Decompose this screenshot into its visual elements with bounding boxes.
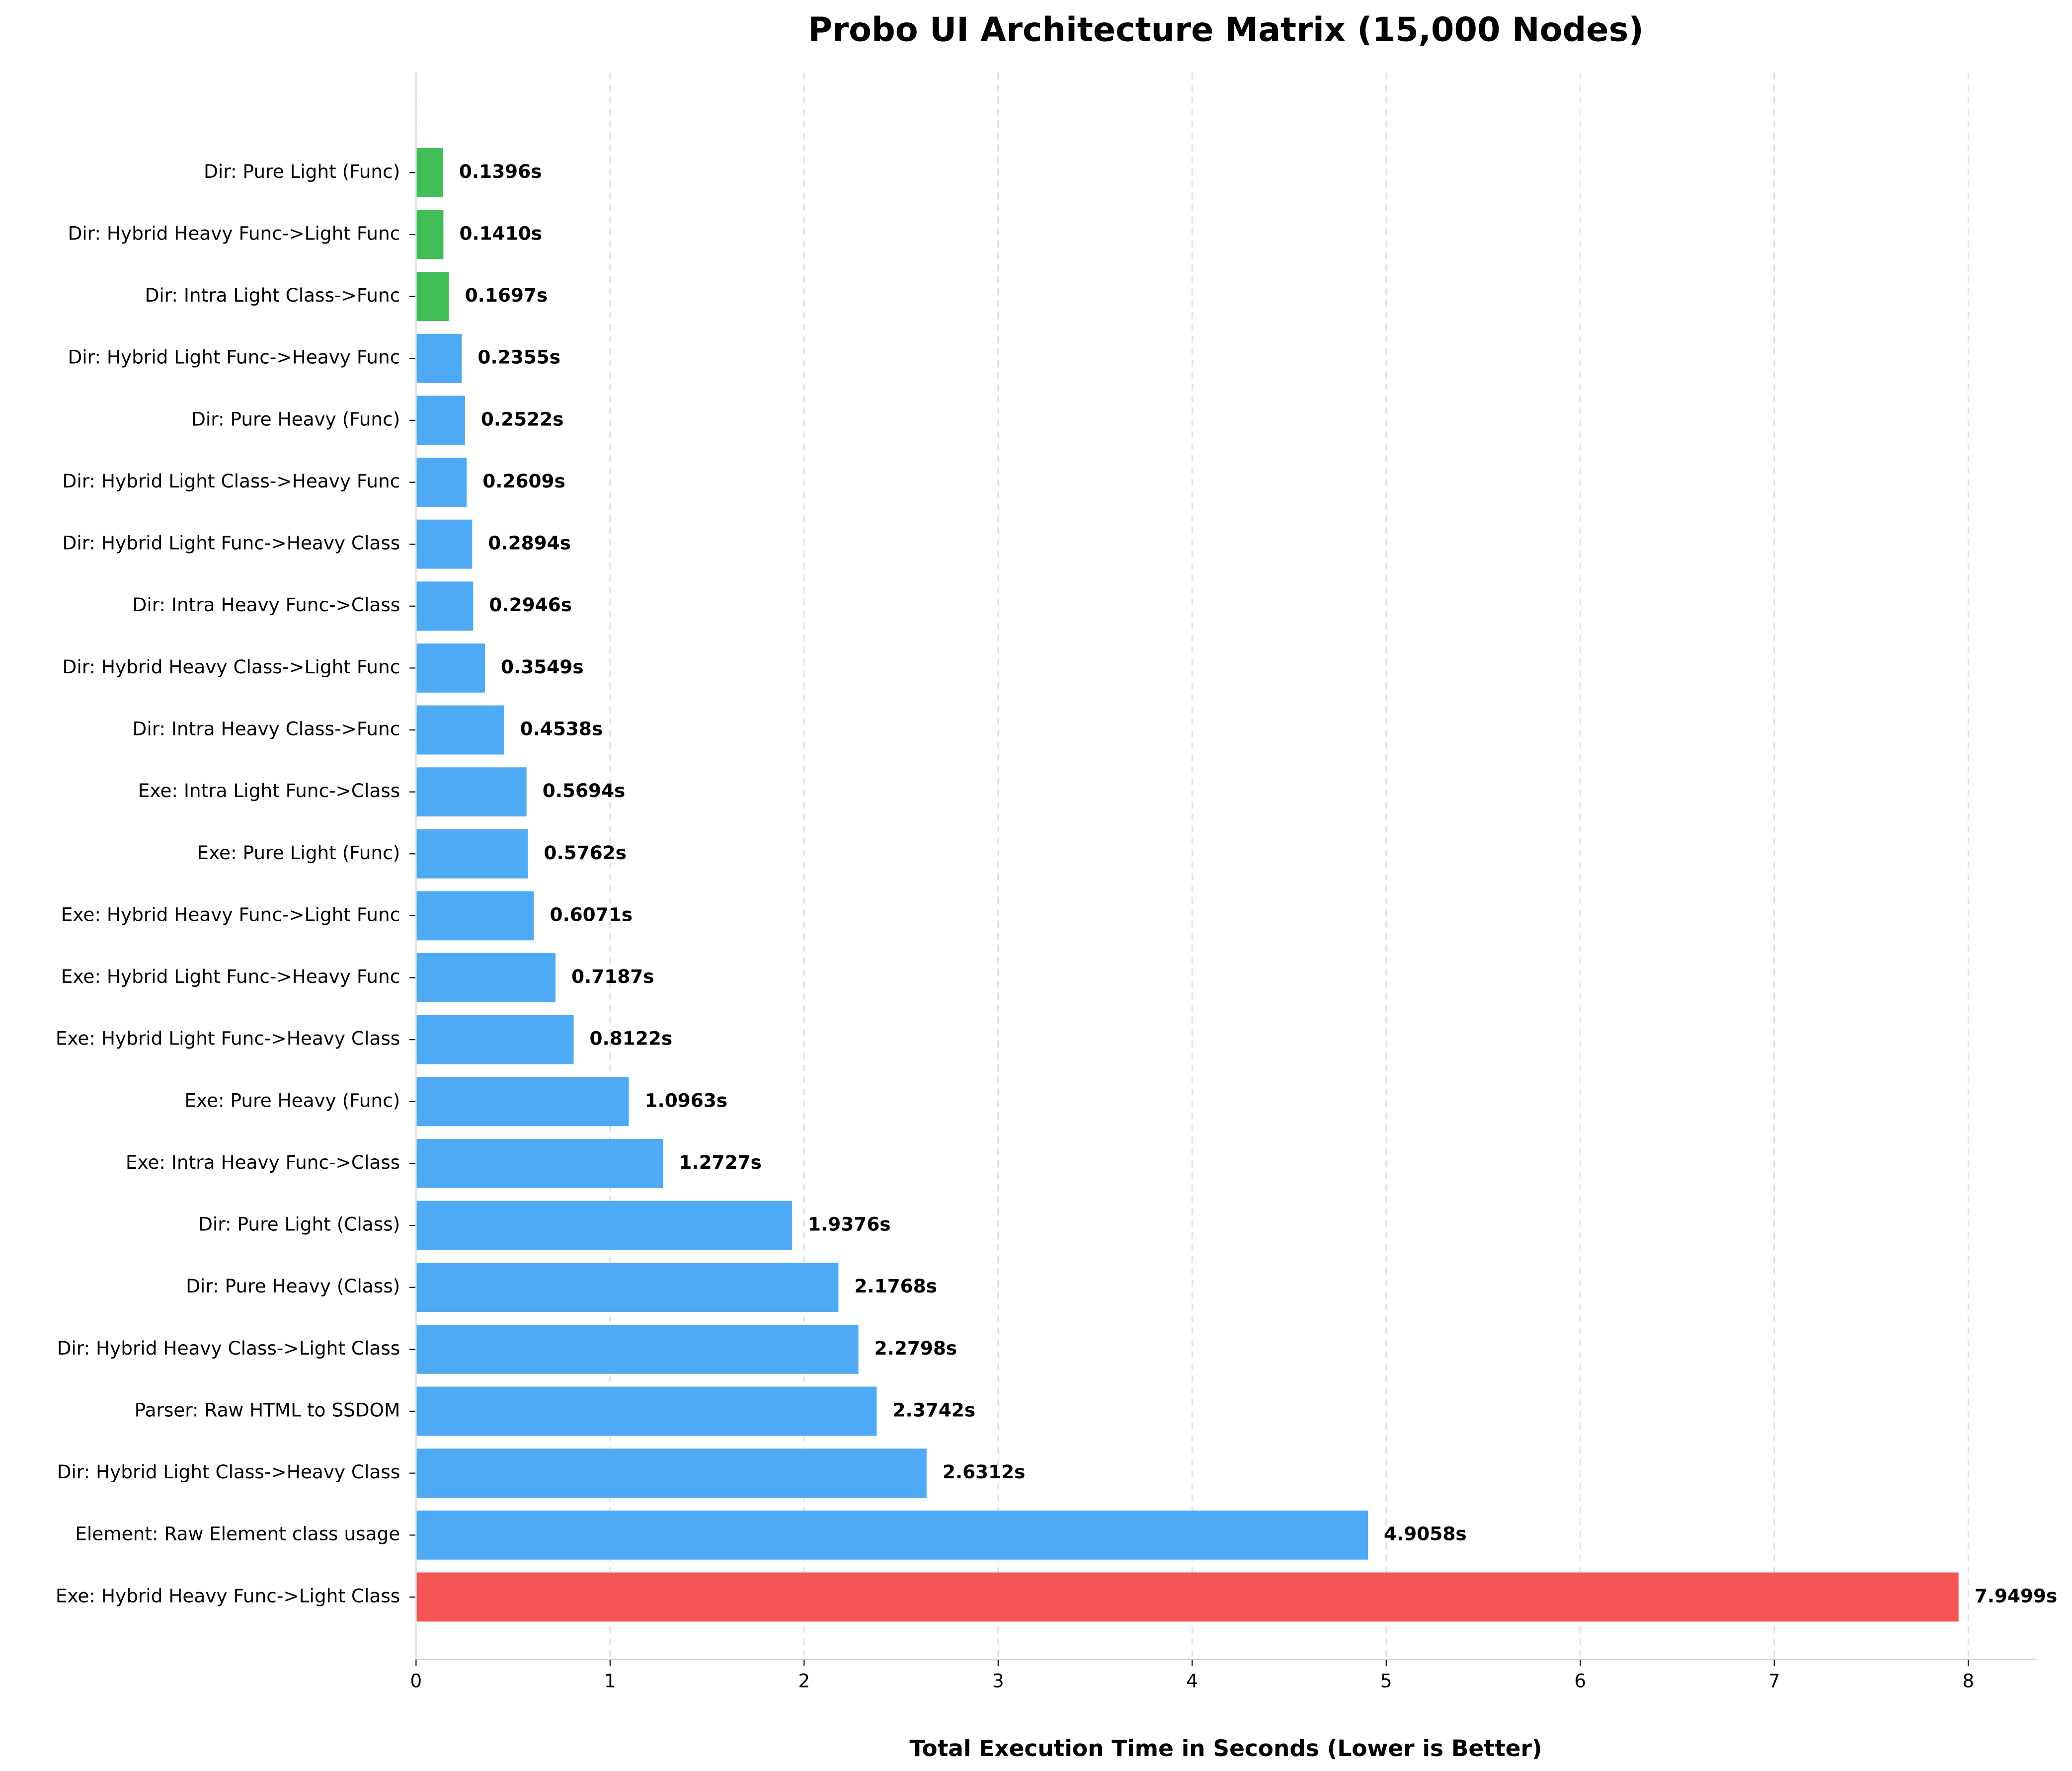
y-tick-label: Parser: Raw HTML to SSDOM	[135, 1399, 400, 1421]
value-label: 0.2609s	[482, 470, 565, 492]
bar	[416, 643, 485, 693]
bar	[416, 272, 449, 322]
plot-area: 0 1 2 3 4 5 6 7 8 Dir: Pure Light (Func) 0.1396s Di…	[56, 73, 2058, 1691]
value-label: 0.8122s	[590, 1028, 673, 1049]
bar	[416, 1449, 927, 1498]
value-label: 2.3742s	[892, 1399, 975, 1421]
value-label: 7.9499s	[1975, 1585, 2058, 1607]
bar	[416, 581, 474, 631]
bar	[416, 519, 473, 569]
value-label: 2.2798s	[875, 1337, 957, 1359]
bar	[416, 953, 556, 1002]
bar	[416, 1263, 839, 1312]
value-label: 0.2894s	[488, 532, 571, 554]
bar	[416, 1572, 1959, 1622]
x-tick-label: 0	[410, 1670, 422, 1691]
value-label: 1.0963s	[644, 1089, 727, 1111]
value-label: 0.3549s	[501, 656, 584, 678]
bar	[416, 333, 462, 383]
x-tick-label: 8	[1962, 1670, 1974, 1691]
y-tick-label: Exe: Hybrid Heavy Func->Light Func	[61, 903, 400, 925]
y-tick-label: Dir: Pure Heavy (Func)	[191, 408, 400, 430]
value-label: 0.1396s	[459, 161, 542, 182]
value-label: 0.2522s	[481, 408, 564, 430]
bar	[416, 1139, 663, 1188]
x-tick-label: 4	[1186, 1670, 1198, 1691]
value-label: 0.1410s	[459, 222, 542, 244]
y-tick-label: Exe: Hybrid Light Func->Heavy Class	[56, 1028, 400, 1049]
y-tick-label: Exe: Hybrid Light Func->Heavy Func	[61, 966, 400, 987]
x-axis-label: Total Execution Time in Seconds (Lower i…	[909, 1735, 1542, 1762]
value-label: 1.2727s	[679, 1151, 762, 1173]
value-label: 0.5694s	[543, 780, 626, 802]
chart-title: Probo UI Architecture Matrix (15,000 Nod…	[808, 10, 1644, 49]
x-tick-label: 7	[1768, 1670, 1780, 1691]
value-label: 1.9376s	[808, 1213, 891, 1235]
x-tick-label: 3	[992, 1670, 1004, 1691]
bar	[416, 458, 467, 507]
y-tick-label: Dir: Intra Heavy Func->Class	[133, 594, 400, 616]
value-label: 4.9058s	[1384, 1523, 1467, 1545]
y-tick-label: Dir: Hybrid Heavy Func->Light Func	[68, 222, 400, 244]
bar	[416, 1324, 859, 1374]
bar	[416, 1386, 877, 1436]
bar	[416, 891, 534, 941]
y-tick-label: Exe: Intra Heavy Func->Class	[126, 1151, 400, 1173]
y-tick-label: Exe: Intra Light Func->Class	[138, 780, 400, 802]
bar	[416, 396, 465, 445]
value-label: 0.5762s	[544, 842, 627, 864]
y-tick-label: Dir: Hybrid Light Func->Heavy Func	[68, 346, 400, 368]
value-label: 0.2946s	[489, 594, 572, 616]
bar	[416, 148, 443, 197]
y-tick-label: Dir: Hybrid Heavy Class->Light Class	[57, 1337, 400, 1359]
x-tick-label: 2	[798, 1670, 810, 1691]
y-tick-label: Dir: Pure Heavy (Class)	[186, 1275, 400, 1297]
value-label: 0.4538s	[520, 718, 603, 740]
bar	[416, 1015, 574, 1064]
bar	[416, 210, 444, 259]
y-tick-label: Exe: Pure Heavy (Func)	[184, 1089, 400, 1111]
value-label: 2.1768s	[854, 1275, 937, 1297]
value-label: 0.2355s	[478, 346, 560, 368]
x-tick-label: 6	[1574, 1670, 1586, 1691]
y-tick-label: Dir: Hybrid Light Func->Heavy Class	[63, 532, 400, 554]
x-tick-label: 5	[1380, 1670, 1392, 1691]
y-tick-label: Dir: Hybrid Light Class->Heavy Class	[57, 1461, 400, 1483]
y-tick-label: Element: Raw Element class usage	[75, 1523, 400, 1545]
value-label: 0.1697s	[465, 284, 548, 306]
x-tick-label: 1	[604, 1670, 616, 1691]
y-tick-label: Exe: Hybrid Heavy Func->Light Class	[56, 1585, 400, 1607]
y-tick-label: Dir: Hybrid Light Class->Heavy Func	[63, 470, 400, 492]
y-tick-label: Exe: Pure Light (Func)	[197, 842, 400, 864]
y-tick-label: Dir: Intra Heavy Class->Func	[133, 718, 400, 740]
bar	[416, 705, 504, 755]
bar	[416, 1077, 629, 1127]
value-label: 0.7187s	[571, 966, 654, 987]
bar	[416, 829, 528, 879]
bar	[416, 1510, 1368, 1560]
bar	[416, 767, 527, 817]
bar	[416, 1201, 792, 1250]
value-label: 2.6312s	[943, 1461, 1026, 1483]
y-tick-label: Dir: Hybrid Heavy Class->Light Func	[63, 656, 400, 678]
y-tick-label: Dir: Intra Light Class->Func	[145, 284, 400, 306]
y-tick-label: Dir: Pure Light (Func)	[204, 161, 400, 182]
y-tick-label: Dir: Pure Light (Class)	[198, 1213, 400, 1235]
value-label: 0.6071s	[550, 903, 633, 925]
